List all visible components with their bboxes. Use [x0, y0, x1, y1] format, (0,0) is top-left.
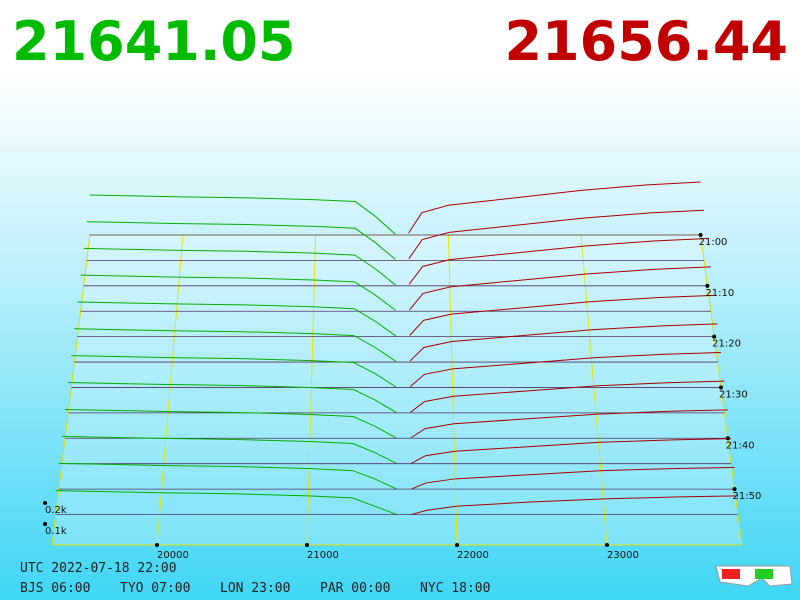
bid-depth-line	[80, 274, 397, 311]
bid-depth-line	[68, 382, 397, 413]
ask-price: 21656.44	[504, 10, 788, 73]
x-tick-label: 20000	[157, 550, 189, 561]
y-tick-dot	[43, 522, 47, 526]
x-tick-dot	[155, 543, 159, 547]
x-tick-label: 22000	[457, 550, 489, 561]
x-tick-label: 23000	[607, 550, 639, 561]
z-tick-label: 21:00	[699, 237, 728, 248]
ask-depth-line	[408, 181, 701, 234]
bid-price: 21641.05	[12, 10, 296, 73]
z-tick-label: 21:20	[712, 339, 741, 350]
z-tick-label: 21:30	[719, 389, 748, 400]
bid-depth-line	[89, 194, 396, 235]
bid-depth-line	[74, 328, 397, 362]
z-tick-dot	[698, 233, 703, 237]
z-tick-label: 21:10	[705, 288, 734, 299]
bid-depth-line	[55, 490, 398, 515]
z-tick-dot	[712, 334, 717, 339]
x-tick-dot	[455, 543, 459, 547]
ask-depth-line	[409, 351, 721, 388]
utc-label: UTC 2022-07-18 22:00	[20, 561, 177, 576]
x-tick-dot	[605, 543, 609, 547]
ask-depth-line	[409, 266, 711, 311]
z-tick-label: 21:50	[733, 491, 762, 502]
floor	[51, 234, 743, 546]
ask-depth-line	[409, 294, 715, 336]
bid-depth-line	[77, 301, 397, 337]
ask-depth-line	[411, 467, 735, 490]
z-tick-dot	[718, 385, 723, 390]
z-tick-dot	[725, 436, 730, 441]
grid-line	[156, 234, 184, 546]
z-tick-label: 21:40	[726, 440, 755, 451]
zone-label: LON 23:00	[220, 581, 290, 596]
x-tick-dot	[305, 543, 309, 547]
lens-red	[722, 569, 740, 579]
y-tick-label: 0.2k	[45, 505, 67, 516]
bid-depth-line	[61, 435, 397, 464]
bid-depth-line	[83, 247, 396, 286]
ask-depth-line	[409, 323, 718, 362]
ask-depth-line	[411, 495, 738, 515]
grid-line	[580, 234, 608, 546]
glasses-icon	[715, 565, 793, 587]
ask-depth-line	[410, 380, 725, 413]
zone-label: PAR 00:00	[320, 581, 390, 596]
ask-depth-line	[408, 209, 705, 260]
bid-depth-line	[65, 408, 397, 439]
bid-depth-line	[86, 221, 396, 260]
y-tick-dot	[43, 501, 47, 505]
grid-line	[306, 234, 317, 546]
ask-depth-line	[410, 409, 728, 439]
x-tick-label: 21000	[307, 550, 339, 561]
ask-depth-line	[408, 238, 708, 285]
lens-green	[755, 569, 773, 579]
z-tick-dot	[732, 487, 737, 492]
zone-label: NYC 18:00	[420, 581, 490, 596]
y-tick-label: 0.1k	[45, 526, 67, 537]
bid-depth-line	[58, 462, 397, 490]
zone-label: TYO 07:00	[120, 581, 190, 596]
zone-label: BJS 06:00	[20, 581, 90, 596]
ask-depth-line	[410, 438, 732, 464]
z-tick-dot	[705, 283, 710, 288]
bid-depth-line	[71, 355, 397, 388]
